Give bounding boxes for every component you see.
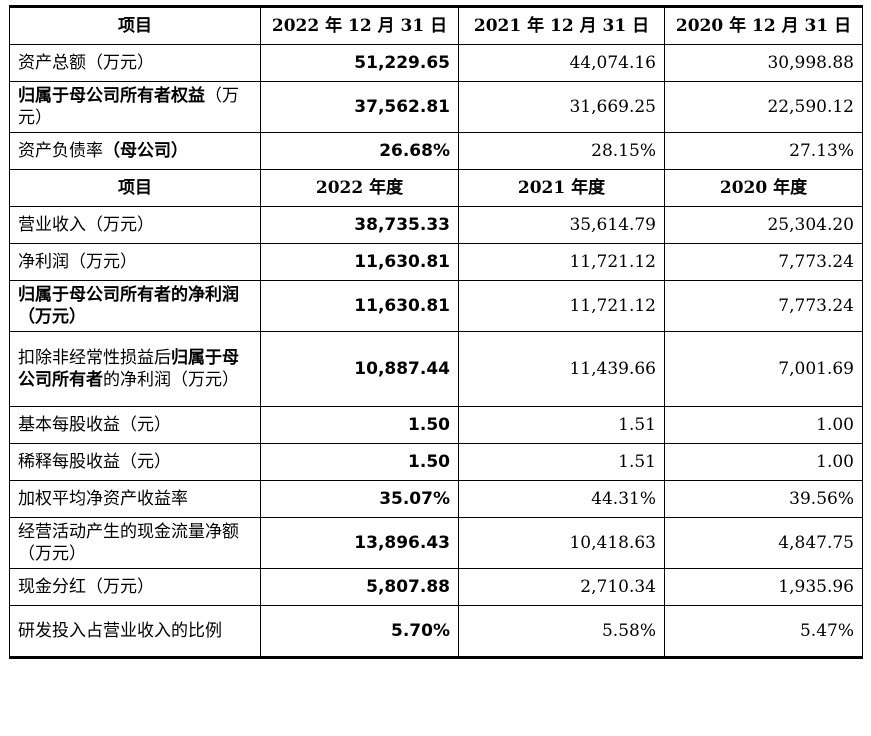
value-2020: 7,773.24 bbox=[664, 243, 863, 281]
value-2022: 13,896.43 bbox=[260, 517, 459, 569]
value-2020: 39.56% bbox=[664, 480, 863, 518]
value-2022: 5,807.88 bbox=[260, 568, 459, 606]
header-item: 项目 bbox=[9, 169, 261, 207]
value-2020: 1.00 bbox=[664, 406, 863, 444]
header-item: 项目 bbox=[9, 6, 261, 45]
row-label: 研发投入占营业收入的比例 bbox=[9, 605, 261, 658]
header-row-income: 项目 2022 年度 2021 年度 2020 年度 bbox=[9, 169, 863, 207]
value-2020: 7,001.69 bbox=[664, 331, 863, 407]
table-row: 基本每股收益（元） 1.50 1.51 1.00 bbox=[9, 406, 863, 444]
row-label: 营业收入（万元） bbox=[9, 206, 261, 244]
value-2020: 1,935.96 bbox=[664, 568, 863, 606]
header-2020: 2020 年度 bbox=[664, 169, 863, 207]
table-row: 加权平均净资产收益率 35.07% 44.31% 39.56% bbox=[9, 480, 863, 518]
value-2021: 31,669.25 bbox=[458, 81, 665, 133]
value-2021: 28.15% bbox=[458, 132, 665, 170]
table-row: 资产总额（万元） 51,229.65 44,074.16 30,998.88 bbox=[9, 44, 863, 82]
row-label: 加权平均净资产收益率 bbox=[9, 480, 261, 518]
table-row: 稀释每股收益（元） 1.50 1.51 1.00 bbox=[9, 443, 863, 481]
value-2022: 38,735.33 bbox=[260, 206, 459, 244]
value-2022: 5.70% bbox=[260, 605, 459, 658]
value-2020: 4,847.75 bbox=[664, 517, 863, 569]
table-row: 现金分红（万元） 5,807.88 2,710.34 1,935.96 bbox=[9, 568, 863, 606]
table-row: 经营活动产生的现金流量净额（万元） 13,896.43 10,418.63 4,… bbox=[9, 517, 863, 569]
header-2021: 2021 年度 bbox=[458, 169, 665, 207]
table-row: 净利润（万元） 11,630.81 11,721.12 7,773.24 bbox=[9, 243, 863, 281]
value-2021: 1.51 bbox=[458, 406, 665, 444]
value-2021: 10,418.63 bbox=[458, 517, 665, 569]
value-2021: 5.58% bbox=[458, 605, 665, 658]
value-2020: 1.00 bbox=[664, 443, 863, 481]
value-2021: 44,074.16 bbox=[458, 44, 665, 82]
value-2021: 1.51 bbox=[458, 443, 665, 481]
table-row: 研发投入占营业收入的比例 5.70% 5.58% 5.47% bbox=[9, 605, 863, 658]
value-2022: 26.68% bbox=[260, 132, 459, 170]
value-2021: 11,439.66 bbox=[458, 331, 665, 407]
table-row: 资产负债率（母公司） 26.68% 28.15% 27.13% bbox=[9, 132, 863, 170]
value-2020: 22,590.12 bbox=[664, 81, 863, 133]
header-2020: 2020 年 12 月 31 日 bbox=[664, 6, 863, 45]
row-label: 基本每股收益（元） bbox=[9, 406, 261, 444]
table-row: 归属于母公司所有者权益（万元） 37,562.81 31,669.25 22,5… bbox=[9, 81, 863, 133]
value-2022: 37,562.81 bbox=[260, 81, 459, 133]
value-2020: 30,998.88 bbox=[664, 44, 863, 82]
row-label: 扣除非经常性损益后归属于母公司所有者的净利润（万元） bbox=[9, 331, 261, 407]
value-2022: 1.50 bbox=[260, 443, 459, 481]
financial-table: 项目 2022 年 12 月 31 日 2021 年 12 月 31 日 202… bbox=[9, 5, 863, 659]
value-2021: 11,721.12 bbox=[458, 243, 665, 281]
row-label: 资产负债率（母公司） bbox=[9, 132, 261, 170]
table-row: 归属于母公司所有者的净利润（万元） 11,630.81 11,721.12 7,… bbox=[9, 280, 863, 332]
row-label: 归属于母公司所有者权益（万元） bbox=[9, 81, 261, 133]
value-2022: 35.07% bbox=[260, 480, 459, 518]
row-label: 归属于母公司所有者的净利润（万元） bbox=[9, 280, 261, 332]
value-2020: 27.13% bbox=[664, 132, 863, 170]
row-label: 稀释每股收益（元） bbox=[9, 443, 261, 481]
value-2022: 10,887.44 bbox=[260, 331, 459, 407]
value-2021: 35,614.79 bbox=[458, 206, 665, 244]
value-2021: 11,721.12 bbox=[458, 280, 665, 332]
value-2022: 51,229.65 bbox=[260, 44, 459, 82]
row-label: 净利润（万元） bbox=[9, 243, 261, 281]
value-2020: 7,773.24 bbox=[664, 280, 863, 332]
value-2021: 2,710.34 bbox=[458, 568, 665, 606]
header-row-balance: 项目 2022 年 12 月 31 日 2021 年 12 月 31 日 202… bbox=[9, 6, 863, 45]
row-label: 经营活动产生的现金流量净额（万元） bbox=[9, 517, 261, 569]
row-label: 现金分红（万元） bbox=[9, 568, 261, 606]
value-2021: 44.31% bbox=[458, 480, 665, 518]
header-2022: 2022 年度 bbox=[260, 169, 459, 207]
table-row: 营业收入（万元） 38,735.33 35,614.79 25,304.20 bbox=[9, 206, 863, 244]
value-2022: 11,630.81 bbox=[260, 243, 459, 281]
header-2021: 2021 年 12 月 31 日 bbox=[458, 6, 665, 45]
value-2020: 5.47% bbox=[664, 605, 863, 658]
value-2020: 25,304.20 bbox=[664, 206, 863, 244]
row-label: 资产总额（万元） bbox=[9, 44, 261, 82]
table-row: 扣除非经常性损益后归属于母公司所有者的净利润（万元） 10,887.44 11,… bbox=[9, 331, 863, 407]
value-2022: 1.50 bbox=[260, 406, 459, 444]
value-2022: 11,630.81 bbox=[260, 280, 459, 332]
header-2022: 2022 年 12 月 31 日 bbox=[260, 6, 459, 45]
